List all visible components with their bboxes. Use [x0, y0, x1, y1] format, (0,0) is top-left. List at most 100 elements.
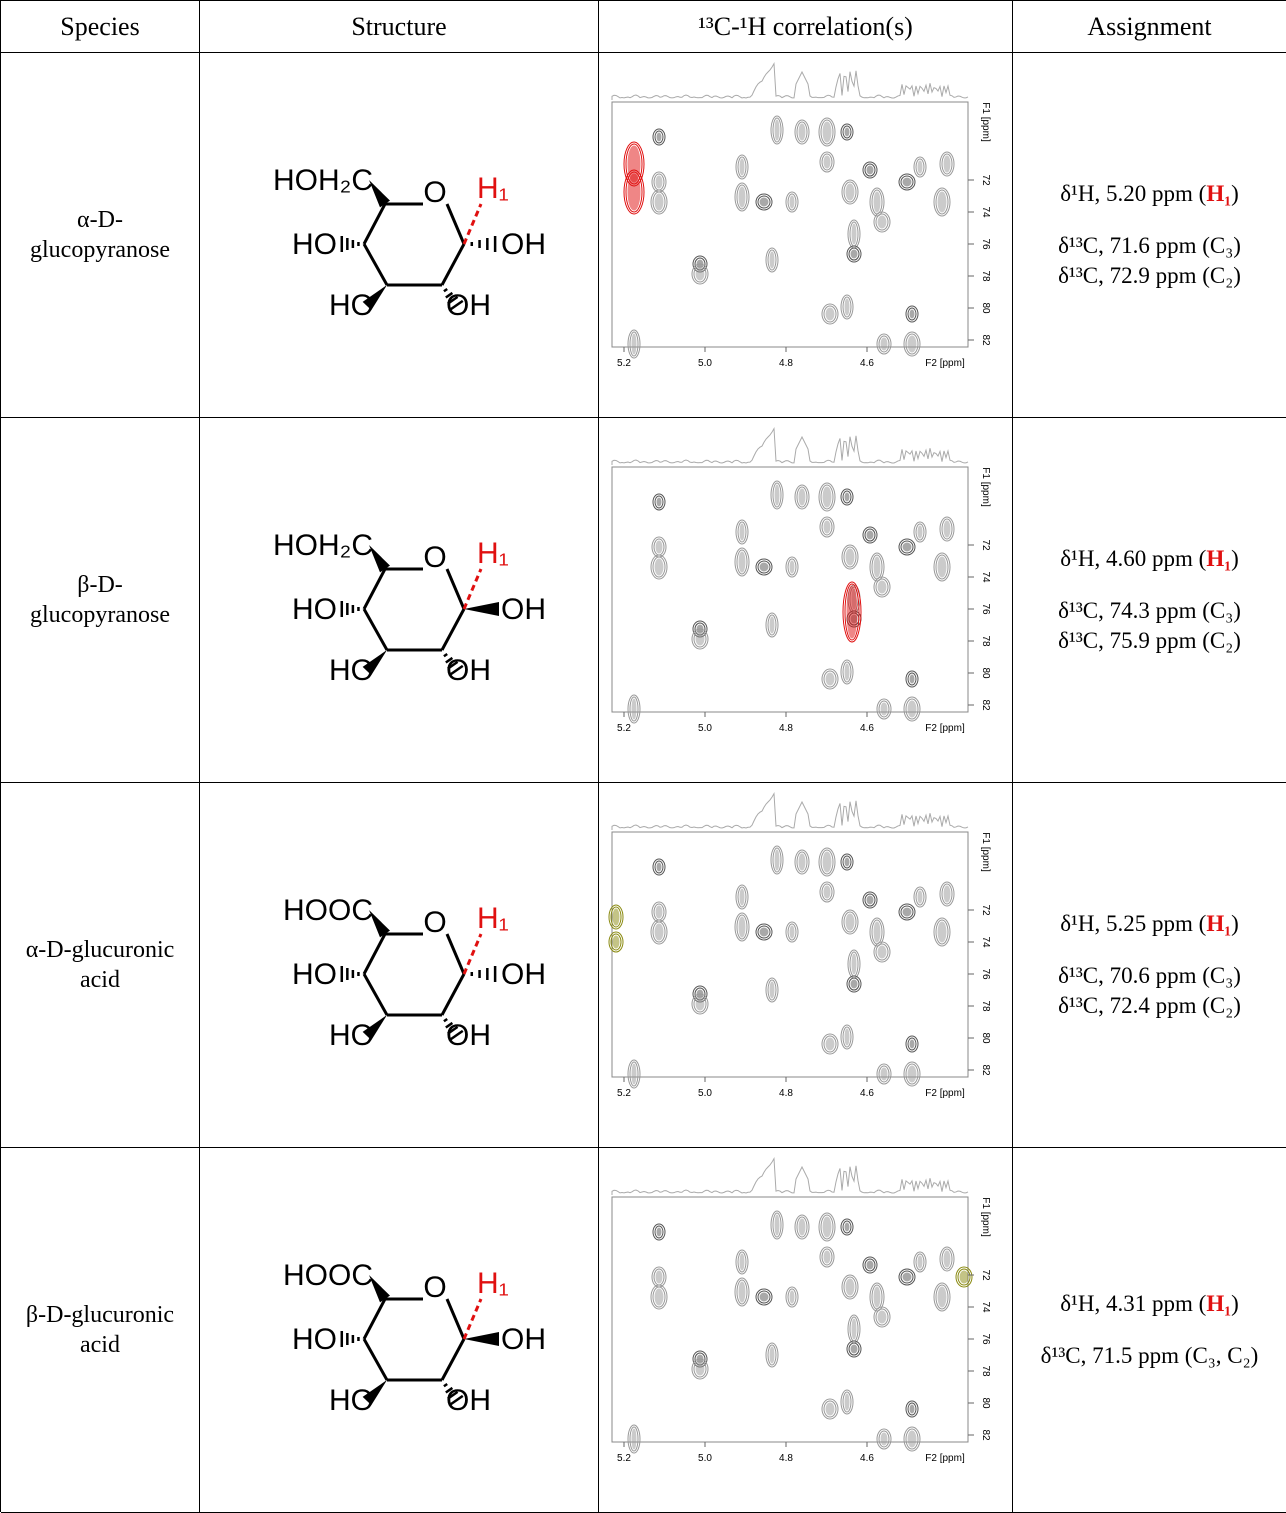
cross-peak	[738, 186, 745, 207]
cross-peak	[873, 1286, 880, 1307]
cross-peak	[691, 628, 708, 649]
cross-peak	[772, 847, 781, 872]
cross-peak	[877, 1310, 886, 1323]
y-tick-label: 72	[980, 904, 991, 916]
y-tick-label: 78	[980, 270, 991, 282]
assignment-line: δ¹H, 4.60 ppm (H₁)	[1060, 544, 1239, 574]
cross-peak	[822, 851, 831, 872]
cross-peak	[737, 156, 746, 177]
cross-peak	[787, 558, 796, 575]
structure-cell: HOH₂C O H₁ HO OH HO OH	[200, 53, 599, 418]
cross-peak	[898, 1268, 915, 1285]
assignment-text: δ¹³C, 70.6 ppm (C₃)	[1058, 963, 1241, 988]
highlighted-peak	[955, 1266, 972, 1287]
cross-peak	[842, 490, 851, 503]
x-axis-title: F2 [ppm]	[925, 723, 965, 734]
atom-label: HO	[329, 653, 374, 686]
assignment-line: δ¹³C, 72.9 ppm (C₂)	[1058, 261, 1241, 291]
cross-peak	[769, 1346, 774, 1363]
cross-peak	[841, 179, 858, 204]
highlighted-proton: H₁	[1206, 181, 1232, 206]
atom-label: OH	[501, 592, 546, 625]
atom-label: H₁	[477, 1266, 509, 1299]
atom-label: H₁	[477, 171, 509, 204]
plot-frame	[611, 1196, 968, 1442]
cross-peak	[898, 903, 915, 920]
cross-peak	[941, 883, 952, 904]
y-tick-label: 80	[980, 667, 991, 679]
species-cell: β-D-glucuronic acid	[1, 1148, 200, 1513]
y-tick-label: 82	[980, 699, 991, 711]
cross-peak	[770, 1210, 783, 1239]
highlighted-peak	[959, 1270, 968, 1283]
cross-peak	[877, 580, 886, 593]
cross-peak	[917, 1255, 922, 1268]
species-cell: α-D-glucuronic acid	[1, 783, 200, 1148]
cross-peak	[842, 1220, 851, 1233]
cross-peak	[864, 163, 875, 176]
cross-peak	[866, 1260, 873, 1269]
wedge-bond	[463, 1331, 499, 1346]
cross-peak	[935, 554, 948, 579]
cross-peak	[757, 1290, 770, 1303]
x-tick-label: 5.2	[617, 1453, 631, 1464]
cross-peak	[851, 1318, 856, 1339]
cross-peak	[739, 888, 744, 905]
cross-peak	[693, 995, 706, 1012]
cross-peak	[822, 1216, 831, 1237]
cross-peak	[734, 912, 749, 941]
cross-peak	[848, 977, 859, 990]
highlighted-peak	[625, 171, 642, 212]
cross-peak	[652, 493, 665, 510]
cross-peak	[785, 191, 798, 212]
cross-peak	[850, 979, 857, 988]
cross-peak	[909, 674, 914, 683]
atom-label: H₁	[477, 536, 509, 569]
cross-peak	[842, 1391, 851, 1412]
cross-peak	[769, 251, 774, 268]
cross-peak	[875, 578, 888, 595]
assignment-text: )	[1231, 546, 1239, 571]
x-tick-label: 5.0	[698, 1088, 712, 1099]
cross-peak	[840, 1218, 853, 1235]
cross-peak	[869, 552, 884, 581]
cross-peak	[907, 1430, 916, 1447]
cross-peak	[913, 1251, 926, 1272]
cross-peak	[629, 331, 638, 356]
cross-peak	[851, 223, 856, 244]
x-tick-label: 5.0	[698, 1453, 712, 1464]
wedge-bond	[463, 601, 499, 616]
cross-peak	[846, 245, 861, 262]
cross-peak	[939, 516, 954, 541]
cross-peak	[735, 519, 748, 544]
cross-peak	[650, 554, 667, 579]
cross-peak	[841, 909, 858, 934]
cross-peak	[845, 183, 854, 200]
cross-peak	[734, 1277, 749, 1306]
bond	[446, 1025, 458, 1035]
highlighted-proton: H₁	[1206, 1291, 1232, 1316]
highlighted-proton: H₁	[1206, 911, 1232, 936]
bond	[362, 1337, 388, 1381]
cross-peak	[769, 616, 774, 633]
header-text: ¹³C-¹H correlation(s)	[698, 11, 913, 41]
cross-peak	[844, 1393, 849, 1410]
cross-peak	[844, 663, 849, 680]
structure-cell: HOOC O H₁ HO OH HO OH	[200, 783, 599, 1148]
structure: HOH₂C O H₁ HO OH HO OH	[273, 163, 546, 321]
cross-peak	[821, 668, 838, 689]
cross-peak	[905, 305, 918, 322]
cross-peak	[798, 853, 805, 870]
assignment-text: δ¹H, 5.20 ppm (	[1060, 181, 1207, 206]
cross-peak	[842, 296, 851, 317]
bond	[445, 932, 465, 975]
cross-peak	[820, 484, 833, 509]
cross-peak	[933, 1282, 950, 1311]
cross-peak	[772, 482, 781, 507]
species-name: α-D-glucuronic acid	[25, 937, 175, 993]
cross-peak	[818, 1212, 835, 1241]
cross-peak	[820, 119, 833, 144]
cross-peak	[844, 1222, 849, 1231]
atom-label: HO	[329, 288, 374, 321]
y-axis-title: F1 [ppm]	[980, 102, 991, 142]
